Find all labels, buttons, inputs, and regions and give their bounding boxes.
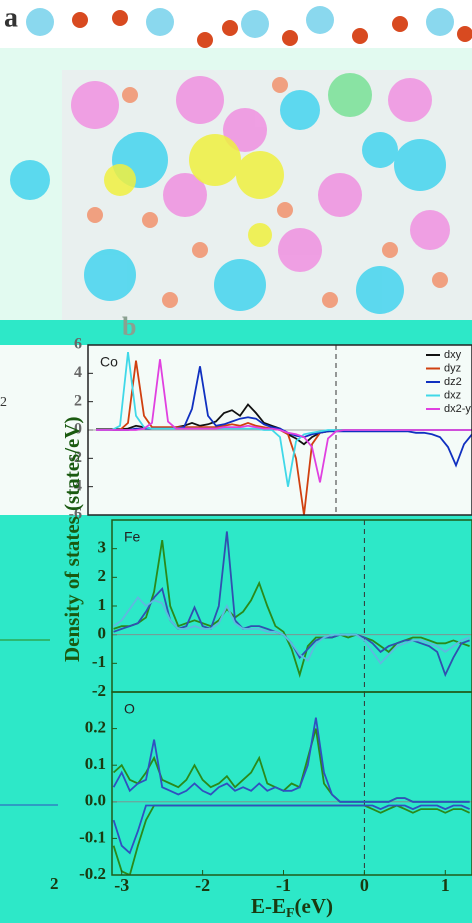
legend-label: dyz <box>444 362 461 374</box>
panel-name: Fe <box>124 529 141 545</box>
legend-label: dxz <box>444 389 461 401</box>
dos-line <box>112 717 470 803</box>
x-tick-label: -2 <box>195 875 210 895</box>
x-axis-label: E-EF(eV) <box>251 894 333 921</box>
dos-line <box>112 804 470 855</box>
dos-line <box>113 539 470 678</box>
fragment-label: 2 <box>0 395 7 410</box>
legend-label: dz2 <box>444 376 462 388</box>
panel-label: a <box>4 2 18 33</box>
fragment-label: 2 <box>50 874 59 893</box>
legend-label: dxy <box>444 349 462 361</box>
legend-label: dx2-y2 <box>444 403 472 415</box>
panel-name: Co <box>100 354 118 370</box>
y-tick-label: 0 <box>74 421 82 438</box>
x-tick-label: 0 <box>360 875 369 895</box>
y-tick-label: 3 <box>98 538 107 557</box>
y-tick-label: -1 <box>92 652 106 671</box>
dos-line <box>113 531 470 678</box>
y-tick-label: -0.1 <box>79 827 106 846</box>
y-tick-label: 0.0 <box>85 791 106 810</box>
y-tick-label: 2 <box>98 566 107 585</box>
plot-area <box>112 692 472 875</box>
y-tick-label: 6 <box>74 336 82 353</box>
x-label-sub: F <box>286 906 295 921</box>
y-tick-label: 0 <box>98 624 107 643</box>
structure-image <box>0 0 472 320</box>
y-tick-label: -0.2 <box>79 864 106 883</box>
panel-name: O <box>124 701 135 717</box>
y-tick-label: 4 <box>74 364 82 381</box>
x-tick-label: -3 <box>114 875 129 895</box>
y-tick-label: -6 <box>69 506 82 523</box>
y-tick-label: -2 <box>92 681 106 700</box>
x-label-main: E-E <box>251 894 286 918</box>
x-label-unit: (eV) <box>295 894 333 918</box>
y-tick-label: 1 <box>98 595 107 614</box>
y-tick-label: -2 <box>69 449 82 466</box>
plot-area <box>88 345 472 515</box>
panel-label: b <box>122 312 136 341</box>
x-tick-label: 1 <box>441 875 450 895</box>
frame <box>111 691 472 876</box>
y-axis-label: Density of states (states/eV) <box>60 416 84 662</box>
y-tick-label: 0.2 <box>85 718 106 737</box>
y-tick-label: 2 <box>74 392 82 409</box>
x-tick-label: -1 <box>276 875 291 895</box>
dos-line <box>113 595 470 665</box>
y-tick-label: -4 <box>69 477 82 494</box>
y-tick-label: 0.1 <box>85 754 106 773</box>
plot-area <box>112 520 472 692</box>
dos-line <box>112 804 470 875</box>
dos-line <box>96 359 472 483</box>
frame <box>87 344 472 516</box>
left-fragment-panel <box>0 345 88 515</box>
